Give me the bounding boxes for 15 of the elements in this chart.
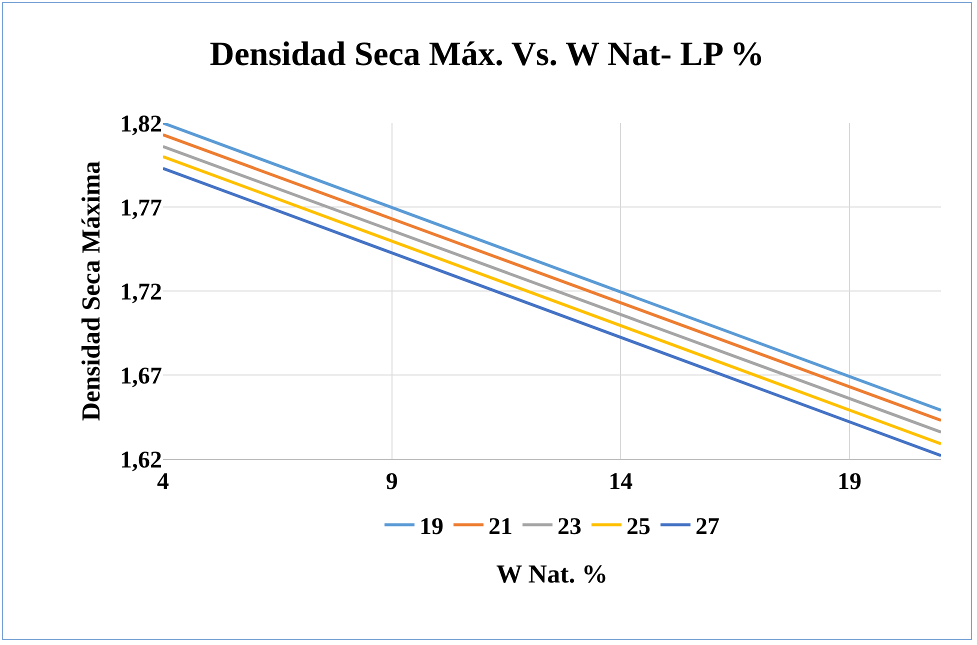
legend-label: 27 <box>696 514 720 540</box>
x-tick-label: 9 <box>386 468 398 495</box>
legend-label: 21 <box>488 514 512 540</box>
y-tick-label: 1,72 <box>120 279 162 306</box>
legend-label: 23 <box>558 514 582 540</box>
y-tick-label: 1,82 <box>120 111 162 138</box>
legend-label: 19 <box>420 514 444 540</box>
legend-label: 25 <box>626 514 650 540</box>
x-tick-label: 19 <box>837 468 862 495</box>
chart-title: Densidad Seca Máx. Vs. W Nat- LP % <box>210 36 764 73</box>
y-tick-label: 1,67 <box>120 363 162 390</box>
x-tick-label: 14 <box>608 468 633 495</box>
y-axis-title: Densidad Seca Máxima <box>76 161 106 421</box>
x-axis-title: W Nat. % <box>496 560 608 588</box>
y-tick-label: 1,77 <box>120 195 162 222</box>
